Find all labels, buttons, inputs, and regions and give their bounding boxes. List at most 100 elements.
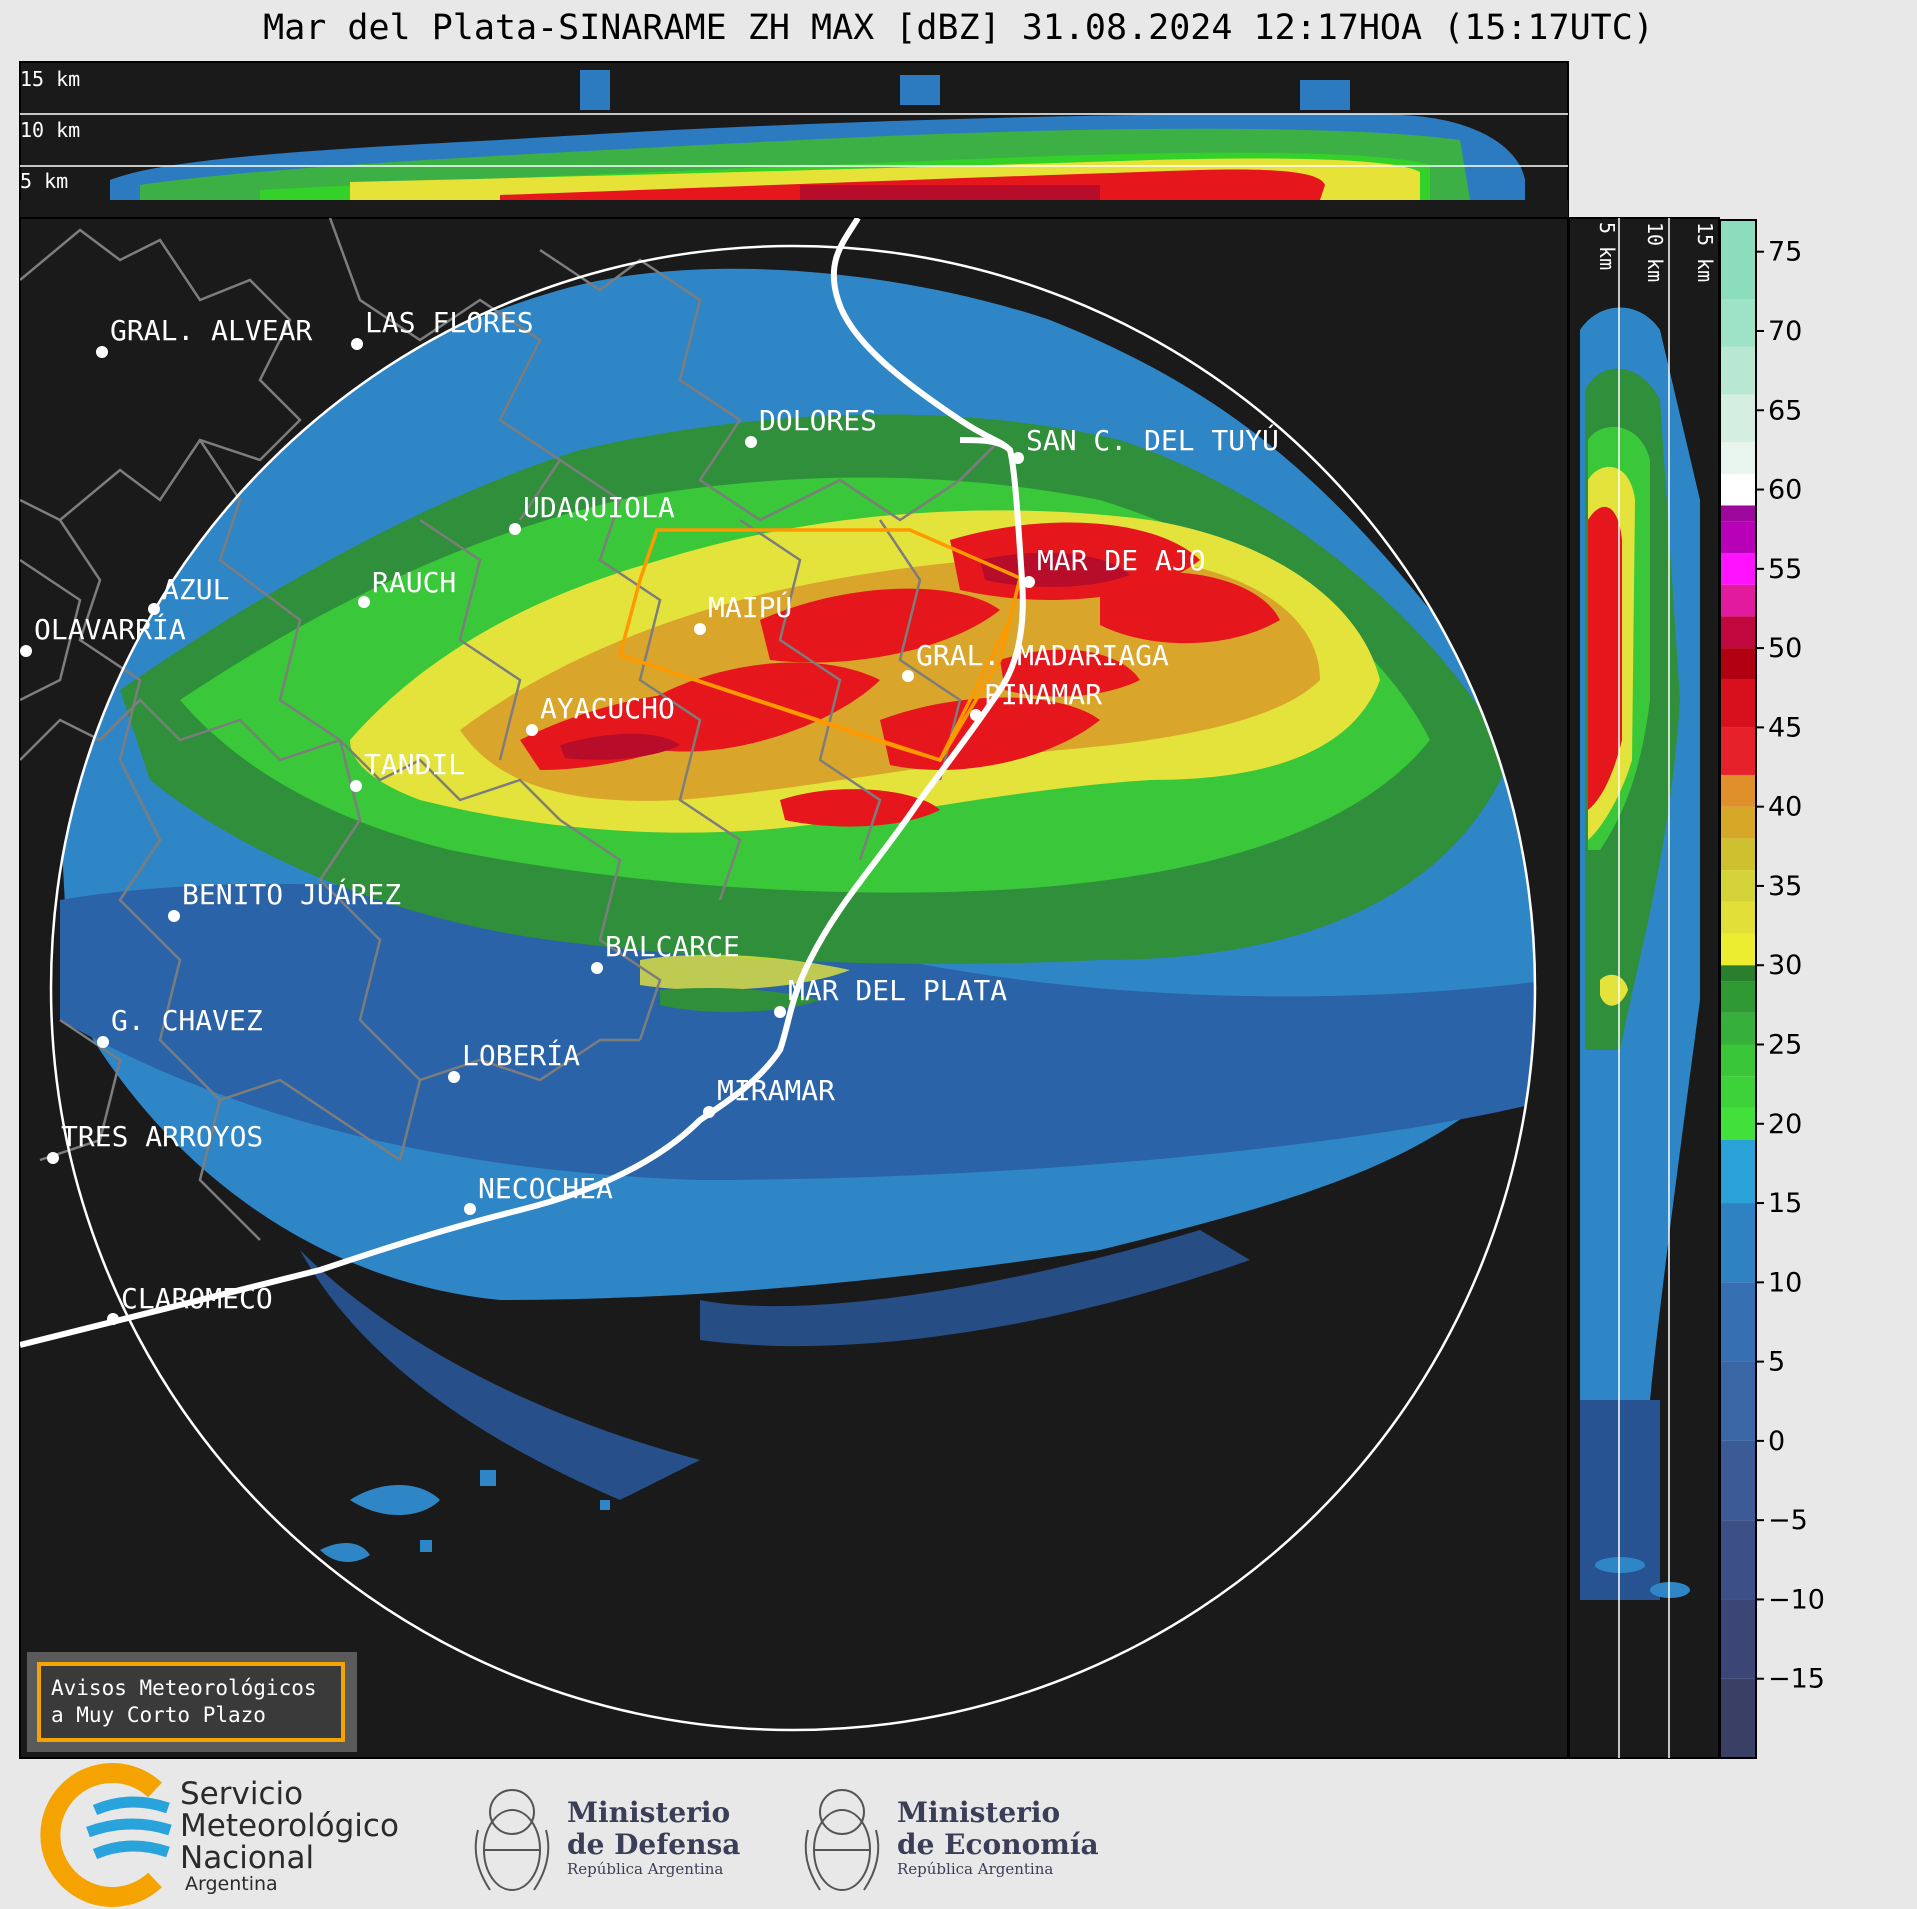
city-necochea[interactable]: NECOCHEA bbox=[464, 1172, 613, 1215]
side-label-15km: 15 km bbox=[1693, 222, 1717, 282]
colorbar-step-17 bbox=[1720, 838, 1756, 871]
city-claromeco[interactable]: CLAROMECO bbox=[107, 1282, 273, 1325]
smn-line2: Meteorológico bbox=[180, 1808, 399, 1844]
colorbar-step-16 bbox=[1720, 870, 1756, 902]
city-mar-de-ajo[interactable]: MAR DE AJO bbox=[1023, 544, 1206, 588]
ministerio-defensa-logo: Ministerio de Defensa República Argentin… bbox=[474, 1789, 740, 1891]
colorbar-tick-label: 30 bbox=[1768, 950, 1802, 981]
city-ayacucho[interactable]: AYACUCHO bbox=[526, 692, 675, 736]
city-udaquiola[interactable]: UDAQUIOLA bbox=[509, 491, 675, 535]
city-loberia[interactable]: LOBERÍA bbox=[448, 1038, 580, 1083]
svg-text:PINAMAR: PINAMAR bbox=[984, 678, 1102, 711]
colorbar-tick-label: 45 bbox=[1768, 712, 1802, 743]
colorbar-step-29 bbox=[1720, 441, 1756, 474]
reflectivity-field bbox=[51, 268, 1535, 1500]
colorbar-tick-label: 70 bbox=[1768, 316, 1802, 347]
side-cross-section-panel: 5 km 10 km 15 km bbox=[1568, 217, 1720, 1759]
colorbar-step-2 bbox=[1720, 1520, 1756, 1600]
svg-text:TANDIL: TANDIL bbox=[364, 748, 465, 781]
colorbar-tick-label: 25 bbox=[1768, 1029, 1802, 1060]
colorbar-step-1 bbox=[1720, 1599, 1756, 1679]
colorbar-tick-label: 50 bbox=[1768, 633, 1802, 664]
city-balcarce[interactable]: BALCARCE bbox=[591, 930, 740, 974]
svg-text:BENITO JUÁREZ: BENITO JUÁREZ bbox=[182, 877, 401, 911]
colorbar-tick-label: 65 bbox=[1768, 395, 1802, 426]
svg-text:AZUL: AZUL bbox=[162, 573, 229, 606]
colorbar-step-27 bbox=[1720, 505, 1756, 522]
svg-text:MAR DEL PLATA: MAR DEL PLATA bbox=[788, 974, 1007, 1007]
svg-text:UDAQUIOLA: UDAQUIOLA bbox=[523, 491, 675, 524]
svg-text:MAR DE AJO: MAR DE AJO bbox=[1037, 544, 1206, 577]
economia-line3: República Argentina bbox=[897, 1860, 1053, 1878]
city-g-chavez[interactable]: G. CHAVEZ bbox=[97, 1004, 263, 1048]
city-tres-arroyos[interactable]: TRES ARROYOS bbox=[47, 1120, 263, 1164]
warning-legend-line2: a Muy Corto Plazo bbox=[51, 1703, 266, 1727]
colorbar-step-3 bbox=[1720, 1440, 1756, 1521]
smn-line1: Servicio bbox=[180, 1776, 303, 1812]
colorbar-step-4 bbox=[1720, 1361, 1756, 1441]
side-label-10km: 10 km bbox=[1643, 222, 1667, 282]
city-dolores[interactable]: DOLORES bbox=[745, 404, 877, 448]
city-gral-alvear[interactable]: GRAL. ALVEAR bbox=[96, 314, 312, 358]
city-gral-madariaga[interactable]: GRAL. MADARIAGA bbox=[902, 639, 1169, 682]
colorbar-step-32 bbox=[1720, 299, 1756, 347]
top-label-10km: 10 km bbox=[20, 118, 80, 142]
colorbar-step-24 bbox=[1720, 584, 1756, 617]
colorbar-step-25 bbox=[1720, 552, 1756, 585]
svg-text:OLAVARRÍA: OLAVARRÍA bbox=[34, 612, 186, 646]
colorbar-step-28 bbox=[1720, 473, 1756, 506]
city-miramar[interactable]: MIRAMAR bbox=[703, 1074, 835, 1118]
colorbar-step-21 bbox=[1720, 679, 1756, 728]
colorbar-tick-label: 75 bbox=[1768, 237, 1802, 268]
side-label-5km: 5 km bbox=[1595, 222, 1619, 270]
colorbar-step-31 bbox=[1720, 346, 1756, 395]
svg-text:DOLORES: DOLORES bbox=[759, 404, 877, 437]
top-cross-section-panel: 15 km 10 km 5 km bbox=[19, 61, 1569, 218]
colorbar-tick-label: 60 bbox=[1768, 475, 1802, 506]
colorbar-step-19 bbox=[1720, 774, 1756, 807]
warning-legend-box[interactable]: Avisos Meteorológicos a Muy Corto Plazo bbox=[27, 1652, 357, 1752]
scattered-echoes bbox=[320, 1470, 610, 1562]
defensa-line3: República Argentina bbox=[567, 1860, 723, 1878]
city-las-flores[interactable]: LAS FLORES bbox=[351, 306, 534, 350]
city-olavarria[interactable]: OLAVARRÍA bbox=[20, 612, 186, 657]
city-azul[interactable]: AZUL bbox=[148, 573, 229, 615]
city-rauch[interactable]: RAUCH bbox=[358, 566, 456, 608]
svg-text:SAN C. DEL TUYÚ: SAN C. DEL TUYÚ bbox=[1026, 423, 1279, 457]
colorbar-step-8 bbox=[1720, 1107, 1756, 1140]
city-benito-juarez[interactable]: BENITO JUÁREZ bbox=[168, 877, 401, 922]
colorbar-step-11 bbox=[1720, 1012, 1756, 1045]
colorbar-step-12 bbox=[1720, 981, 1756, 1013]
colorbar-step-33 bbox=[1720, 220, 1756, 300]
colorbar-step-0 bbox=[1720, 1678, 1756, 1758]
warning-legend-line1: Avisos Meteorológicos bbox=[51, 1676, 317, 1700]
svg-text:NECOCHEA: NECOCHEA bbox=[478, 1172, 613, 1205]
smn-logo: Servicio Meteorológico Nacional Argentin… bbox=[40, 1763, 399, 1907]
colorbar-step-22 bbox=[1720, 648, 1756, 680]
colorbar-steps bbox=[1720, 220, 1756, 1758]
city-san-c-del-tuyu[interactable]: SAN C. DEL TUYÚ bbox=[1012, 423, 1279, 464]
city-pinamar[interactable]: PINAMAR bbox=[970, 678, 1102, 721]
svg-text:LOBERÍA: LOBERÍA bbox=[462, 1038, 580, 1072]
city-maipu[interactable]: MAIPÚ bbox=[694, 590, 792, 635]
city-mar-del-plata[interactable]: MAR DEL PLATA bbox=[774, 974, 1007, 1018]
city-tandil[interactable]: TANDIL bbox=[350, 748, 465, 792]
colorbar-tick-label: 40 bbox=[1768, 792, 1802, 823]
range-ring bbox=[49, 244, 1537, 1732]
radar-map-panel: GRAL. ALVEAR LAS FLORES DOLORES SAN C. D… bbox=[19, 217, 1569, 1759]
svg-text:BALCARCE: BALCARCE bbox=[605, 930, 740, 963]
colorbar-tick-label: −15 bbox=[1768, 1664, 1825, 1695]
warning-polygons[interactable] bbox=[617, 528, 1023, 763]
page-title: Mar del Plata-SINARAME ZH MAX [dBZ] 31.0… bbox=[263, 8, 1654, 48]
colorbar-tick-label: 20 bbox=[1768, 1109, 1802, 1140]
svg-text:CLAROMECO: CLAROMECO bbox=[121, 1282, 273, 1315]
svg-text:AYACUCHO: AYACUCHO bbox=[540, 692, 675, 725]
colorbar-step-26 bbox=[1720, 521, 1756, 553]
coat-of-arms-icon bbox=[474, 1789, 550, 1891]
colorbar-tick-label: 15 bbox=[1768, 1188, 1802, 1219]
colorbar-tick-label: −5 bbox=[1768, 1505, 1808, 1536]
economia-line2: de Economía bbox=[897, 1828, 1099, 1861]
